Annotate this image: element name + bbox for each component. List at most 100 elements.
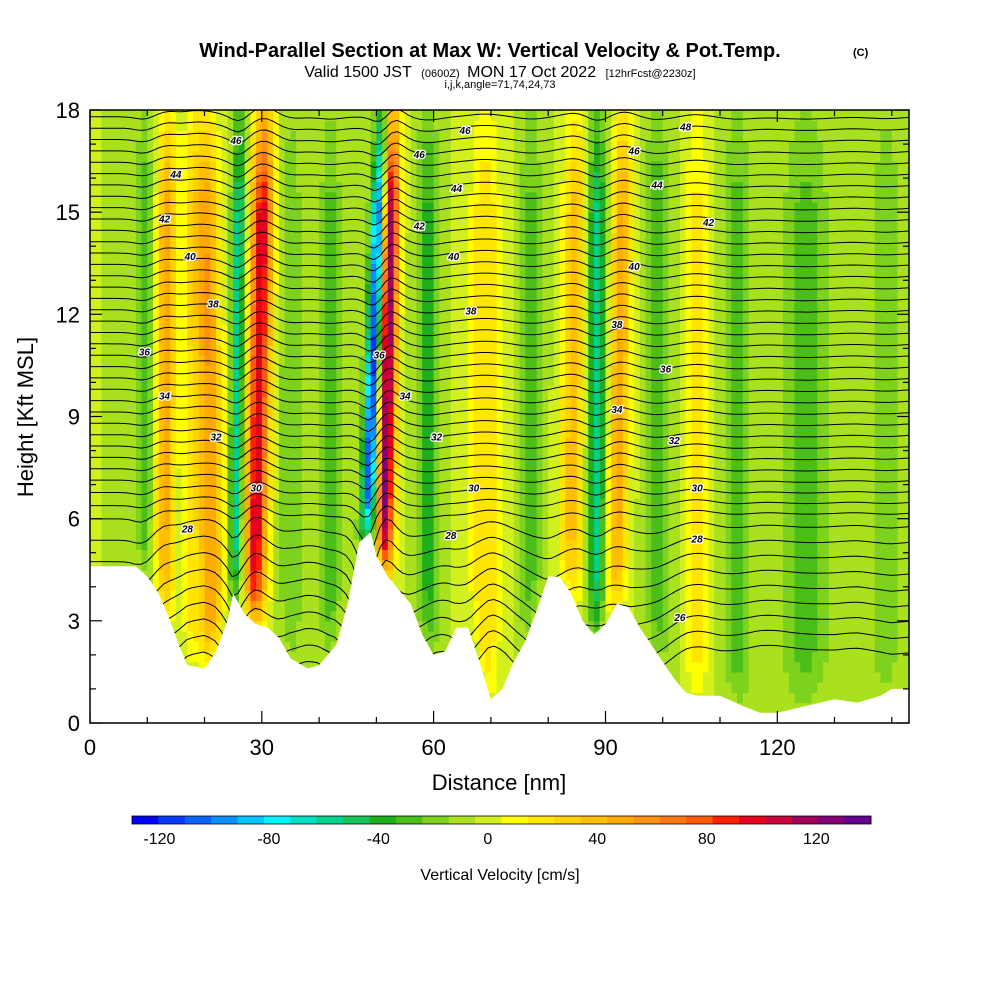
- velocity-cell: [496, 539, 503, 550]
- velocity-cell: [359, 518, 366, 530]
- velocity-cell: [319, 314, 326, 326]
- velocity-cell: [427, 467, 435, 479]
- velocity-cell: [233, 447, 240, 458]
- velocity-cell: [525, 222, 532, 234]
- velocity-cell: [536, 263, 544, 275]
- velocity-cell: [296, 385, 303, 397]
- velocity-cell: [462, 620, 469, 632]
- velocity-cell: [479, 375, 486, 387]
- velocity-cell: [256, 436, 263, 448]
- velocity-cell: [319, 569, 326, 581]
- velocity-cell: [221, 161, 229, 172]
- velocity-cell: [307, 569, 314, 581]
- velocity-cell: [347, 579, 355, 591]
- velocity-cell: [382, 426, 389, 438]
- velocity-cell: [181, 385, 188, 397]
- velocity-cell: [399, 181, 406, 193]
- velocity-cell: [198, 569, 206, 581]
- velocity-cell: [553, 263, 561, 275]
- velocity-cell: [462, 304, 469, 315]
- velocity-cell: [548, 171, 555, 183]
- velocity-cell: [124, 273, 131, 285]
- velocity-cell: [513, 365, 521, 377]
- velocity-cell: [427, 212, 435, 223]
- velocity-cell: [536, 549, 544, 561]
- velocity-cell: [164, 201, 171, 213]
- velocity-cell: [273, 212, 280, 223]
- velocity-cell: [439, 477, 446, 489]
- velocity-cell: [370, 355, 377, 367]
- velocity-cell: [439, 528, 446, 540]
- velocity-cell: [301, 447, 309, 458]
- velocity-cell: [296, 467, 303, 479]
- velocity-cell: [490, 232, 498, 244]
- velocity-cell: [548, 191, 555, 203]
- velocity-cell: [301, 304, 309, 315]
- velocity-cell: [170, 324, 177, 336]
- velocity-cell: [124, 477, 131, 489]
- velocity-cell: [101, 344, 108, 356]
- velocity-cell: [405, 457, 412, 469]
- velocity-cell: [330, 334, 337, 346]
- velocity-cell: [519, 569, 526, 581]
- velocity-cell: [279, 600, 286, 612]
- velocity-cell: [290, 518, 297, 530]
- velocity-cell: [227, 600, 234, 612]
- velocity-cell: [204, 426, 211, 438]
- velocity-cell: [210, 457, 217, 469]
- velocity-cell: [342, 212, 349, 223]
- velocity-cell: [290, 457, 297, 469]
- velocity-cell: [542, 416, 549, 428]
- velocity-cell: [410, 171, 418, 183]
- velocity-cell: [330, 263, 337, 275]
- velocity-cell: [153, 355, 160, 367]
- velocity-cell: [427, 641, 435, 653]
- velocity-cell: [238, 242, 246, 254]
- velocity-cell: [135, 508, 143, 520]
- velocity-cell: [353, 477, 360, 489]
- velocity-cell: [473, 528, 481, 540]
- velocity-cell: [536, 447, 544, 458]
- velocity-cell: [107, 253, 114, 264]
- velocity-cell: [525, 569, 532, 581]
- velocity-cell: [181, 324, 188, 336]
- velocity-cell: [548, 324, 555, 336]
- velocity-cell: [256, 273, 263, 285]
- velocity-cell: [216, 110, 223, 121]
- velocity-cell: [353, 457, 360, 469]
- velocity-cell: [112, 314, 120, 326]
- velocity-cell: [405, 273, 412, 285]
- velocity-cell: [479, 140, 486, 152]
- velocity-cell: [422, 150, 429, 162]
- velocity-cell: [187, 365, 194, 377]
- velocity-cell: [502, 641, 509, 653]
- velocity-cell: [490, 508, 498, 520]
- velocity-cell: [175, 232, 183, 244]
- velocity-cell: [130, 110, 137, 121]
- velocity-cell: [112, 253, 120, 264]
- velocity-cell: [525, 201, 532, 213]
- velocity-cell: [175, 631, 183, 642]
- velocity-cell: [101, 324, 108, 336]
- velocity-cell: [364, 467, 372, 479]
- velocity-cell: [227, 314, 234, 326]
- velocity-cell: [324, 508, 332, 520]
- velocity-cell: [204, 201, 211, 213]
- velocity-cell: [479, 344, 486, 356]
- velocity-cell: [244, 314, 251, 326]
- velocity-cell: [502, 324, 509, 336]
- velocity-cell: [90, 232, 97, 244]
- velocity-cell: [181, 549, 188, 561]
- velocity-cell: [250, 365, 257, 377]
- velocity-cell: [479, 579, 486, 591]
- velocity-cell: [473, 600, 481, 612]
- velocity-cell: [279, 273, 286, 285]
- velocity-cell: [393, 498, 400, 510]
- velocity-cell: [405, 130, 412, 142]
- velocity-cell: [462, 324, 469, 336]
- velocity-cell: [347, 406, 355, 418]
- velocity-cell: [124, 416, 131, 428]
- velocity-cell: [261, 528, 269, 540]
- velocity-cell: [387, 140, 395, 152]
- velocity-cell: [536, 467, 544, 479]
